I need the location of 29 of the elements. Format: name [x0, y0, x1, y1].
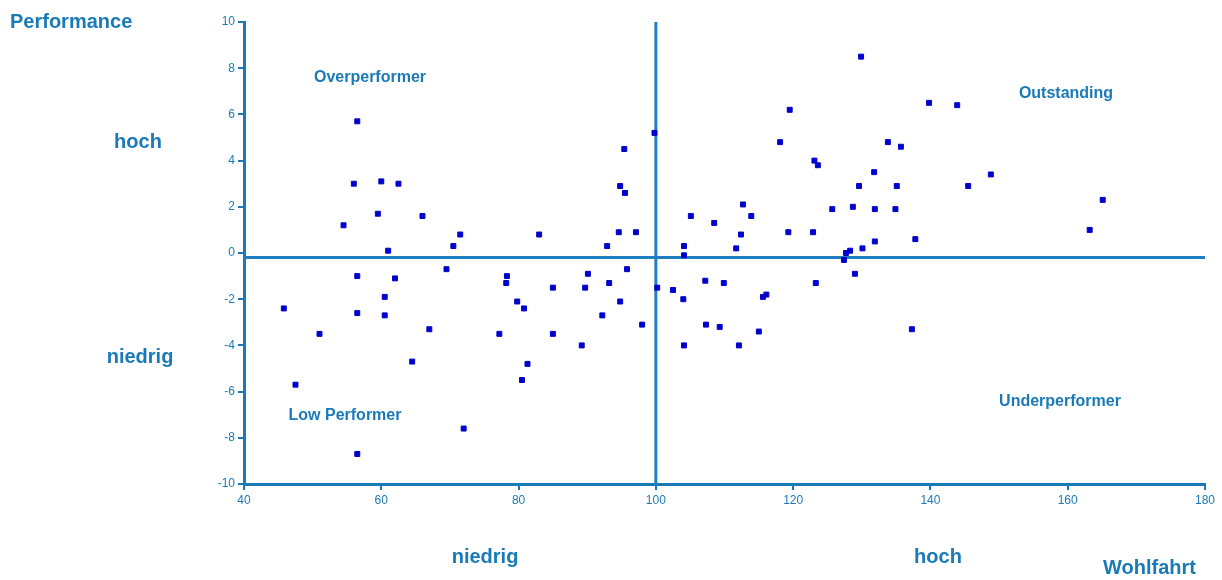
- y-tick-label: 8: [228, 60, 236, 75]
- annotation: Low Performer: [288, 406, 402, 424]
- y-tick-label: -8: [224, 430, 236, 445]
- y-tick-label: 0: [228, 245, 236, 260]
- y-tick-label: -2: [224, 291, 236, 306]
- x-tick-label: 40: [237, 492, 251, 507]
- y-tick-label: 10: [221, 14, 236, 29]
- y-tick-label: -6: [224, 383, 236, 398]
- annotation: Overperformer: [313, 68, 427, 86]
- x-tick-label: 120: [783, 492, 804, 507]
- y-tick-label: -4: [224, 337, 236, 352]
- x-axis-title: Wohlfahrt: [1103, 555, 1197, 578]
- y-tick-label: 4: [228, 152, 236, 167]
- annotation: Underperformer: [999, 392, 1121, 410]
- y-tick-label: 2: [228, 199, 236, 214]
- x-tick-label: 160: [1057, 492, 1079, 507]
- x-tick-label: 60: [374, 492, 389, 507]
- annotation: Outstanding: [1018, 84, 1114, 102]
- y-tick-label: 6: [228, 106, 236, 121]
- x-tick-label: 100: [645, 492, 667, 507]
- y-axis-title: Performance: [10, 9, 133, 32]
- text: niedrig: [451, 544, 519, 567]
- text: hoch: [914, 544, 962, 567]
- text: hoch: [114, 129, 162, 152]
- x-tick-label: 140: [920, 492, 941, 507]
- text: niedrig: [106, 344, 174, 367]
- x-tick-label: 180: [1194, 492, 1216, 507]
- x-tick-label: 80: [511, 492, 526, 507]
- y-tick-label: -10: [217, 476, 236, 491]
